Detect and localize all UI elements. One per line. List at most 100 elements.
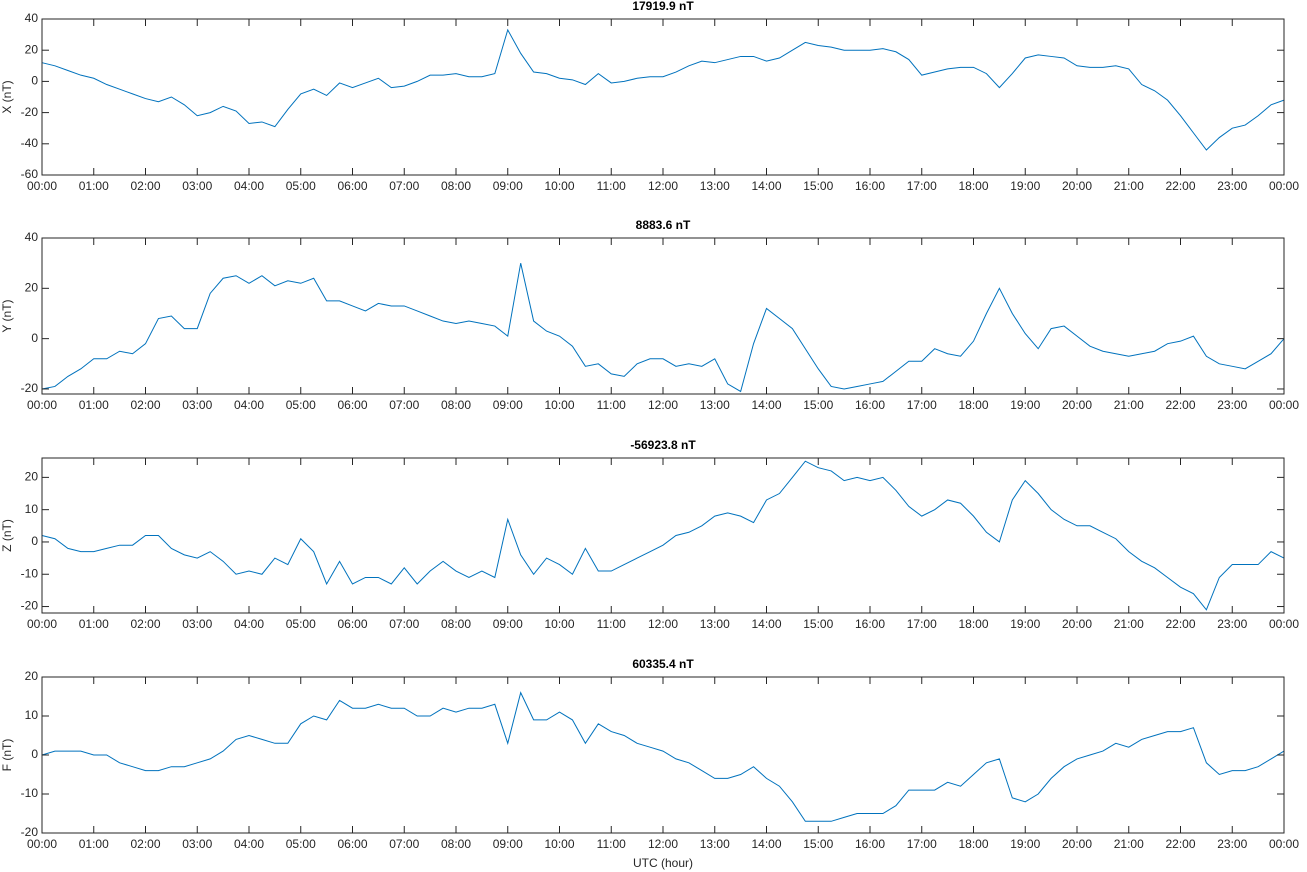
x-tick-label: 10:00 <box>544 837 574 851</box>
x-tick-label: 06:00 <box>337 398 367 412</box>
y-tick-label: 0 <box>31 534 38 548</box>
x-tick-label: 20:00 <box>1062 179 1092 193</box>
x-tick-label: 03:00 <box>182 837 212 851</box>
panel-title: 17919.9 nT <box>632 0 694 13</box>
x-tick-label: 15:00 <box>803 837 833 851</box>
y-tick-label: 0 <box>31 331 38 345</box>
y-axis-label: X (nT) <box>0 80 14 113</box>
y-tick-label: -20 <box>21 599 39 613</box>
x-tick-label: 00:00 <box>27 398 57 412</box>
x-tick-label: 22:00 <box>1165 398 1195 412</box>
x-tick-label: 14:00 <box>751 837 781 851</box>
y-axis-label: Y (nT) <box>0 299 14 332</box>
x-tick-label: 10:00 <box>544 398 574 412</box>
x-tick-label: 19:00 <box>1010 617 1040 631</box>
x-tick-label: 12:00 <box>648 617 678 631</box>
x-tick-label: 06:00 <box>337 617 367 631</box>
plot-area <box>42 458 1284 613</box>
x-tick-label: 00:00 <box>27 179 57 193</box>
y-tick-label: 0 <box>31 74 38 88</box>
x-tick-label: 01:00 <box>79 398 109 412</box>
y-tick-label: -10 <box>21 566 39 580</box>
x-tick-label: 17:00 <box>907 398 937 412</box>
y-tick-label: 20 <box>25 42 39 56</box>
x-tick-label: 22:00 <box>1165 837 1195 851</box>
x-tick-label: 00:00 <box>1269 617 1299 631</box>
x-tick-label: 12:00 <box>648 179 678 193</box>
y-tick-label: 20 <box>25 280 39 294</box>
x-tick-label: 07:00 <box>389 617 419 631</box>
y-tick-label: -20 <box>21 105 39 119</box>
y-tick-label: -60 <box>21 167 39 181</box>
x-tick-label: 10:00 <box>544 179 574 193</box>
y-tick-label: 40 <box>25 11 39 25</box>
x-tick-label: 18:00 <box>958 179 988 193</box>
x-tick-label: 02:00 <box>130 179 160 193</box>
x-tick-label: 18:00 <box>958 837 988 851</box>
x-tick-label: 05:00 <box>286 398 316 412</box>
x-tick-label: 01:00 <box>79 179 109 193</box>
x-tick-label: 09:00 <box>493 837 523 851</box>
y-tick-label: -20 <box>21 381 39 395</box>
x-tick-label: 00:00 <box>27 617 57 631</box>
y-tick-label: -20 <box>21 825 39 839</box>
x-tick-label: 14:00 <box>751 398 781 412</box>
x-tick-label: 07:00 <box>389 837 419 851</box>
x-tick-label: 08:00 <box>441 179 471 193</box>
panel-title: -56923.8 nT <box>630 438 696 452</box>
x-tick-label: 15:00 <box>803 617 833 631</box>
x-axis-label: UTC (hour) <box>633 856 693 870</box>
x-tick-label: 20:00 <box>1062 837 1092 851</box>
x-tick-label: 20:00 <box>1062 398 1092 412</box>
x-tick-label: 14:00 <box>751 617 781 631</box>
x-tick-label: 15:00 <box>803 179 833 193</box>
x-tick-label: 05:00 <box>286 617 316 631</box>
x-tick-label: 12:00 <box>648 398 678 412</box>
x-tick-label: 09:00 <box>493 398 523 412</box>
x-tick-label: 11:00 <box>597 617 626 631</box>
x-tick-label: 04:00 <box>234 837 264 851</box>
x-tick-label: 23:00 <box>1217 837 1247 851</box>
plot-area <box>42 677 1284 833</box>
x-tick-label: 13:00 <box>700 837 730 851</box>
plot-area <box>42 19 1284 175</box>
x-tick-label: 17:00 <box>907 617 937 631</box>
x-tick-label: 05:00 <box>286 179 316 193</box>
y-tick-label: 40 <box>25 230 39 244</box>
x-tick-label: 22:00 <box>1165 617 1195 631</box>
x-tick-label: 09:00 <box>493 617 523 631</box>
x-tick-label: 23:00 <box>1217 617 1247 631</box>
y-tick-label: -40 <box>21 136 39 150</box>
x-tick-label: 06:00 <box>337 837 367 851</box>
x-tick-label: 08:00 <box>441 398 471 412</box>
x-tick-label: 12:00 <box>648 837 678 851</box>
x-tick-label: 03:00 <box>182 617 212 631</box>
x-tick-label: 13:00 <box>700 398 730 412</box>
x-tick-label: 21:00 <box>1114 837 1144 851</box>
data-line <box>41 28 1285 151</box>
x-tick-label: 01:00 <box>79 837 109 851</box>
data-line <box>41 460 1285 611</box>
data-line <box>41 263 1285 393</box>
x-tick-label: 09:00 <box>493 179 523 193</box>
x-tick-label: 00:00 <box>27 837 57 851</box>
x-tick-label: 00:00 <box>1269 837 1299 851</box>
x-tick-label: 01:00 <box>79 617 109 631</box>
y-tick-label: -10 <box>21 786 39 800</box>
x-tick-label: 13:00 <box>700 617 730 631</box>
data-line <box>41 691 1285 822</box>
x-tick-label: 18:00 <box>958 617 988 631</box>
x-tick-label: 19:00 <box>1010 179 1040 193</box>
x-tick-label: 19:00 <box>1010 398 1040 412</box>
y-axis-label: F (nT) <box>0 739 14 772</box>
x-tick-label: 07:00 <box>389 179 419 193</box>
x-tick-label: 00:00 <box>1269 398 1299 412</box>
y-tick-label: 10 <box>25 502 39 516</box>
x-tick-label: 23:00 <box>1217 398 1247 412</box>
x-tick-label: 02:00 <box>130 837 160 851</box>
x-tick-label: 07:00 <box>389 398 419 412</box>
x-tick-label: 03:00 <box>182 179 212 193</box>
x-tick-label: 14:00 <box>751 179 781 193</box>
x-tick-label: 04:00 <box>234 179 264 193</box>
